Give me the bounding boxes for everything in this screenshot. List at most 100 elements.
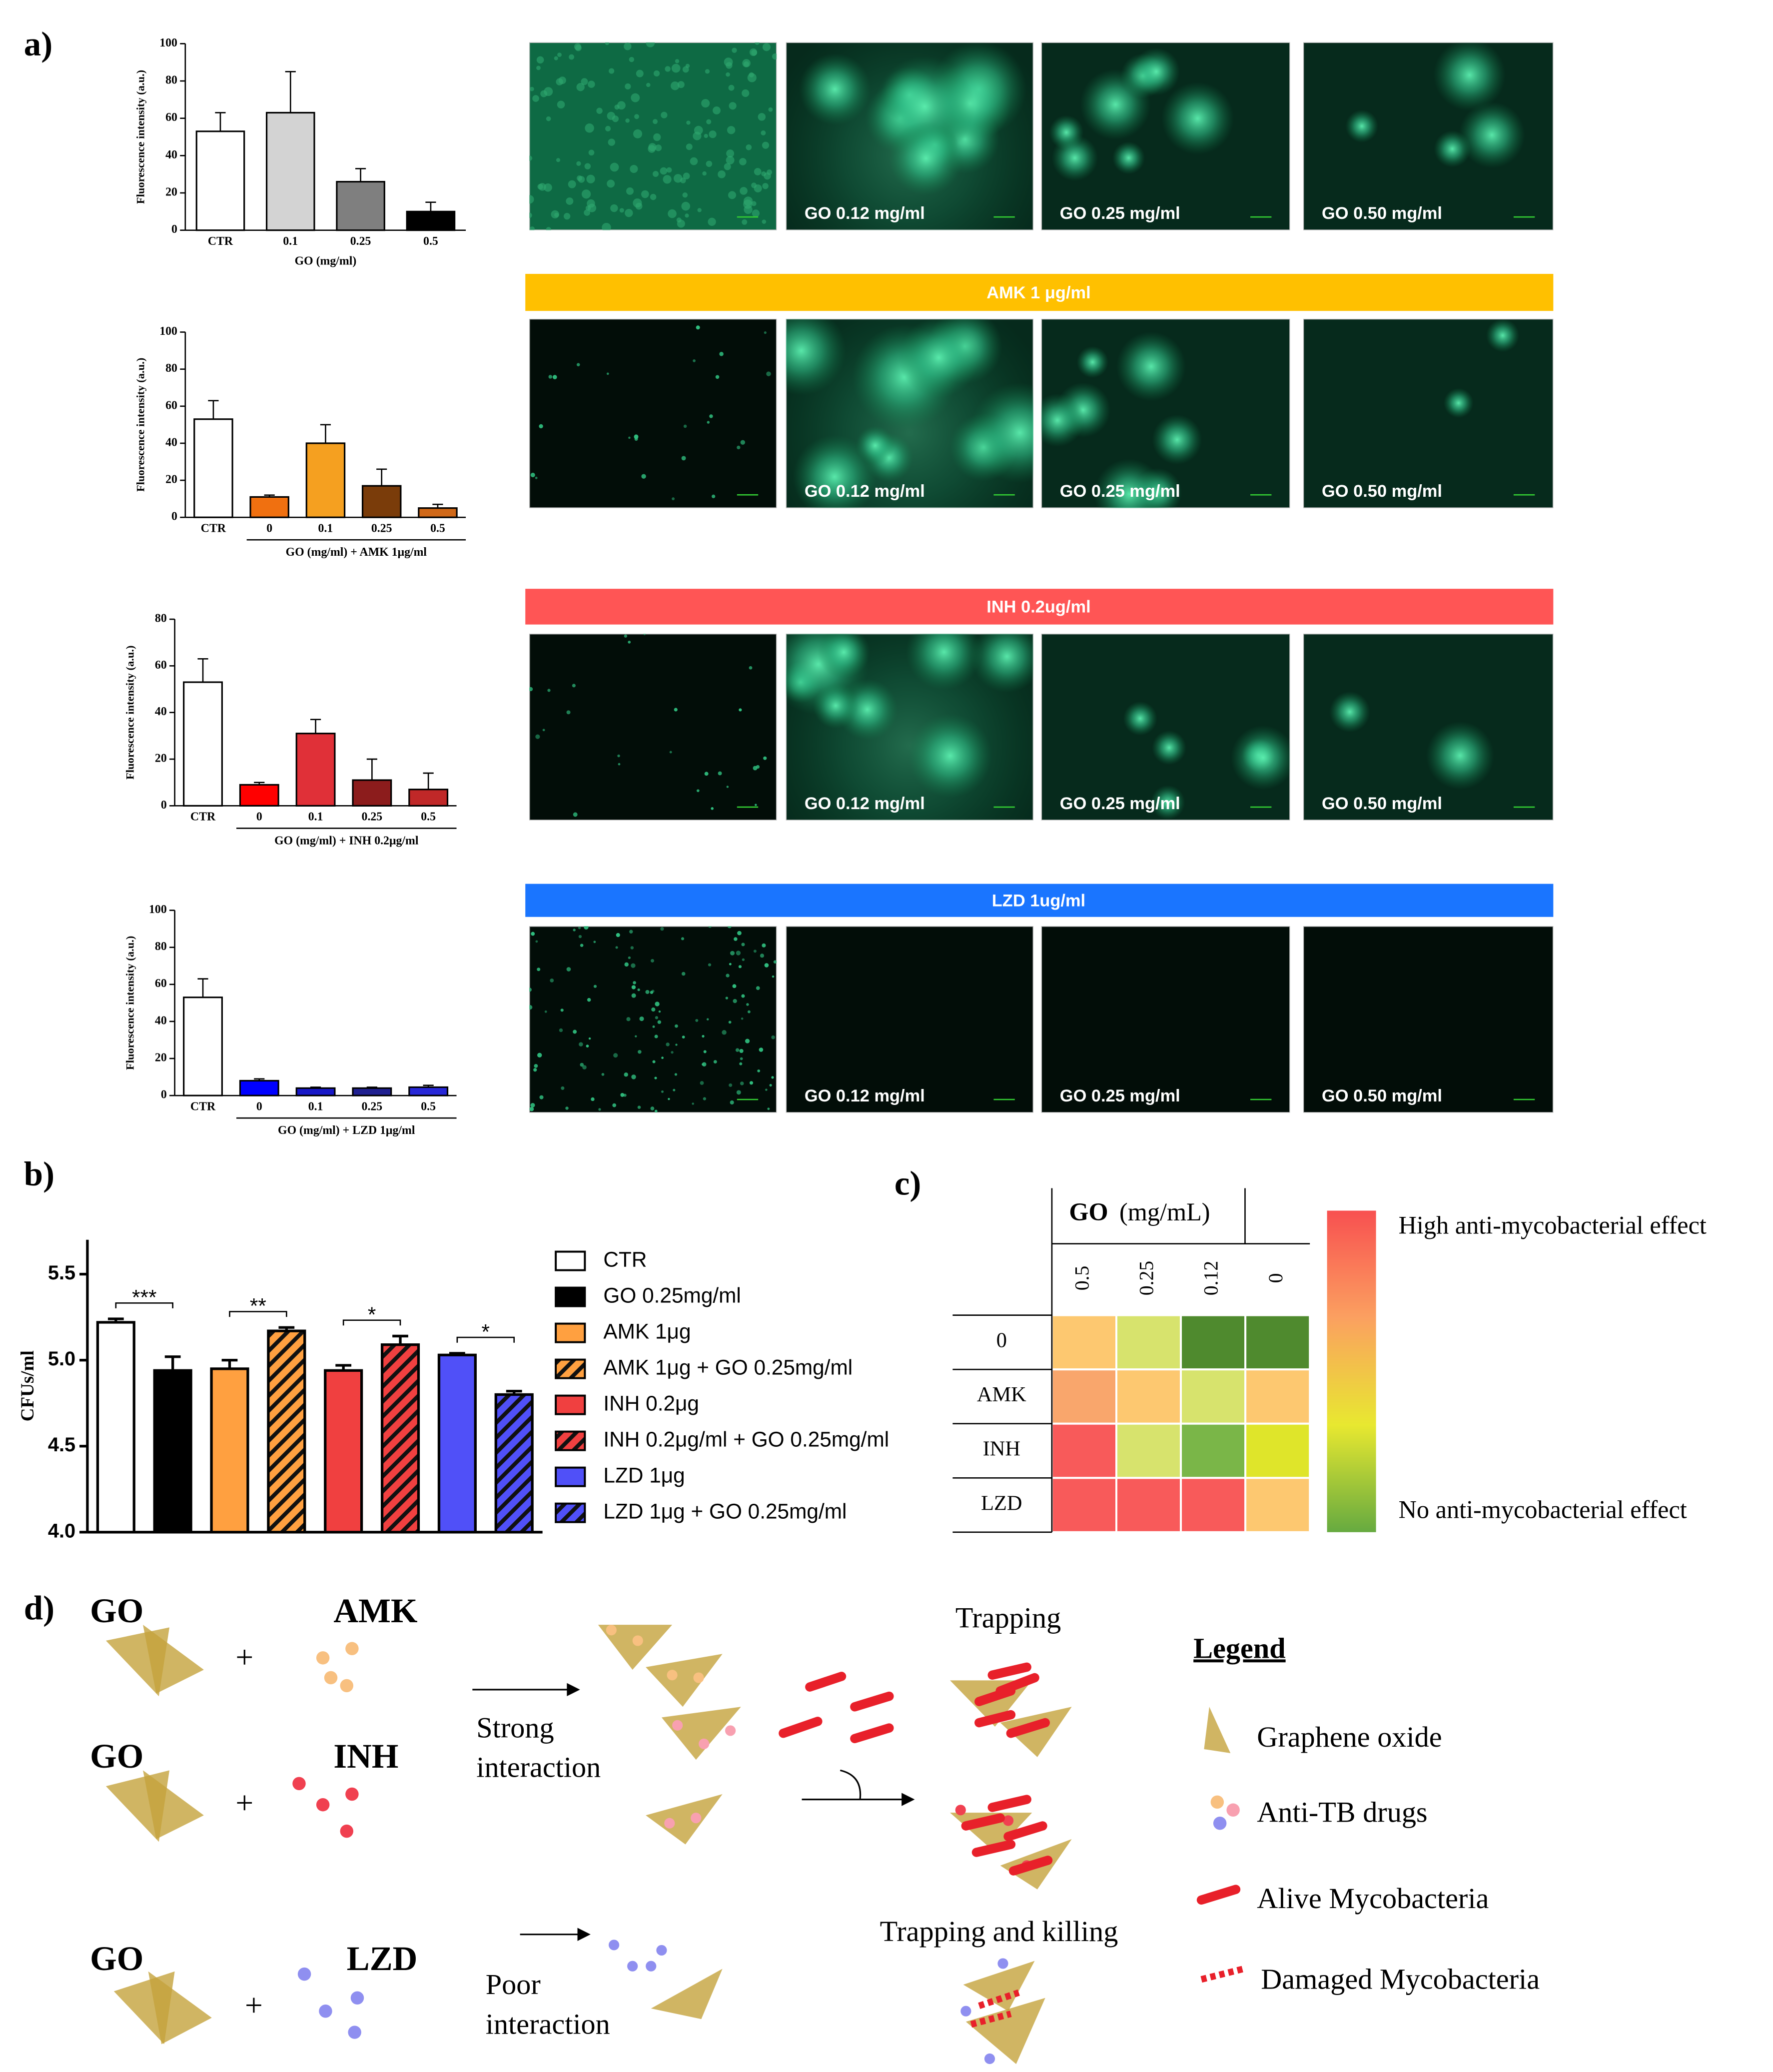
y-tick-label: 60 xyxy=(165,399,177,412)
legend-swatch xyxy=(556,1396,585,1414)
heat-cell xyxy=(1052,1478,1116,1532)
legend-swatch xyxy=(556,1504,585,1522)
y-tick-label: 0 xyxy=(161,1088,167,1101)
legend-swatch xyxy=(556,1360,585,1378)
bar xyxy=(184,682,222,806)
y-tick-label: 5.0 xyxy=(48,1348,75,1370)
x-tick-label: 0.5 xyxy=(430,522,445,535)
heat-cell xyxy=(1116,1315,1181,1370)
bar xyxy=(296,734,335,806)
bar xyxy=(184,998,222,1095)
carrier-label: GO xyxy=(90,1592,143,1630)
bar xyxy=(353,780,391,806)
column-label: 0.12 xyxy=(1200,1261,1222,1295)
heat-cell xyxy=(1245,1478,1310,1532)
micrograph xyxy=(1303,39,1553,230)
micrograph xyxy=(1041,42,1290,230)
column-unit: (mg/mL) xyxy=(1119,1198,1210,1226)
bar-chart: 020406080100Fluorescence intensity (a.u.… xyxy=(134,36,466,268)
y-tick-label: 4.5 xyxy=(48,1434,75,1456)
panel-label: a) xyxy=(24,25,52,63)
heat-cell xyxy=(1181,1424,1245,1478)
interaction-label: interaction xyxy=(476,1751,601,1784)
bar xyxy=(409,790,448,806)
column-label: 0.5 xyxy=(1071,1266,1093,1291)
column-label: 0.25 xyxy=(1136,1261,1158,1295)
drug-label: AMK xyxy=(333,1592,417,1630)
legend-label: LZD 1μg + GO 0.25mg/ml xyxy=(603,1499,847,1523)
bar xyxy=(267,112,314,230)
micrograph-label: GO 0.25 mg/ml xyxy=(1060,482,1180,501)
heat-cell xyxy=(1116,1478,1181,1532)
heatmap: 0AMKINHLZD0.50.250.120GO(mg/mL)High anti… xyxy=(952,1188,1707,1532)
x-tick-label: 0.25 xyxy=(371,522,392,535)
x-tick-label: 0 xyxy=(256,811,262,824)
micrograph-label: GO 0.25 mg/ml xyxy=(1060,204,1180,223)
micrograph xyxy=(761,597,1058,894)
x-tick-label: 0.25 xyxy=(350,235,371,248)
y-tick-label: 20 xyxy=(165,473,177,486)
carrier-label: GO xyxy=(90,1737,143,1775)
legend-item: Graphene oxide xyxy=(1257,1721,1442,1753)
bar xyxy=(337,182,384,230)
micrograph xyxy=(1041,634,1296,820)
y-tick-label: 60 xyxy=(155,659,167,672)
bar xyxy=(409,1087,448,1095)
heat-cell xyxy=(1181,1315,1245,1370)
row-label: 0 xyxy=(996,1329,1007,1352)
plus: + xyxy=(245,1987,263,2023)
panel-label: d) xyxy=(24,1589,54,1627)
x-axis-label: GO (mg/ml) xyxy=(295,255,357,268)
micrograph xyxy=(1041,926,1290,1112)
interaction-label: Strong xyxy=(476,1711,554,1744)
heat-cell xyxy=(1181,1369,1245,1424)
heat-cell xyxy=(1116,1369,1181,1424)
row-label: AMK xyxy=(977,1383,1026,1406)
significance-label: * xyxy=(482,1320,490,1343)
bar xyxy=(240,1080,278,1095)
y-tick-label: 5.5 xyxy=(48,1262,75,1284)
micrograph xyxy=(757,284,1070,581)
y-tick-label: 100 xyxy=(149,903,167,916)
y-tick-label: 0 xyxy=(161,799,167,812)
micrograph-label: GO 0.12 mg/ml xyxy=(805,204,925,223)
bar xyxy=(496,1394,532,1532)
column-title: GO xyxy=(1069,1198,1108,1226)
significance-label: *** xyxy=(132,1286,156,1309)
micrograph-label: GO 0.50 mg/ml xyxy=(1322,794,1442,813)
x-axis-label: GO (mg/ml) + LZD 1μg/ml xyxy=(278,1124,415,1137)
bar xyxy=(194,419,232,517)
x-tick-label: 0.5 xyxy=(421,811,436,824)
bar xyxy=(439,1355,475,1532)
bar xyxy=(154,1370,191,1532)
x-tick-label: 0 xyxy=(256,1100,262,1113)
y-tick-label: 40 xyxy=(155,1014,167,1027)
legend-label: CTR xyxy=(603,1247,647,1271)
micrograph-label: GO 0.12 mg/ml xyxy=(805,794,925,813)
legend-label: GO 0.25mg/ml xyxy=(603,1283,741,1307)
y-tick-label: 4.0 xyxy=(48,1520,75,1542)
x-tick-label: CTR xyxy=(208,235,233,248)
legend-swatch xyxy=(556,1324,585,1342)
legend-label: INH 0.2μg xyxy=(603,1391,699,1415)
drug-dots xyxy=(292,1625,1240,2064)
drug-label: LZD xyxy=(347,1940,418,1978)
y-axis-label: Fluorescence intensity (a.u.) xyxy=(134,358,147,492)
x-tick-label: 0.5 xyxy=(421,1100,436,1113)
heat-cell xyxy=(1116,1424,1181,1478)
y-tick-label: 80 xyxy=(155,940,167,953)
bar-chart: 020406080100Fluorescence intensity (a.u.… xyxy=(134,325,466,559)
bar-chart: 020406080Fluorescence intensity (a.u.)CT… xyxy=(123,612,456,848)
micrograph-label: GO 0.12 mg/ml xyxy=(805,482,925,501)
x-tick-label: 0.1 xyxy=(308,811,323,824)
x-tick-label: CTR xyxy=(190,811,216,824)
interaction-label: Poor xyxy=(486,1968,541,2001)
row-label: LZD xyxy=(981,1491,1022,1515)
legend-item: Alive Mycobacteria xyxy=(1257,1882,1489,1915)
y-tick-label: 80 xyxy=(155,612,167,625)
micrograph-label: GO 0.50 mg/ml xyxy=(1322,1086,1442,1105)
y-tick-label: 100 xyxy=(159,325,177,338)
bar xyxy=(306,443,344,517)
outcome-label: Trapping xyxy=(955,1602,1061,1634)
